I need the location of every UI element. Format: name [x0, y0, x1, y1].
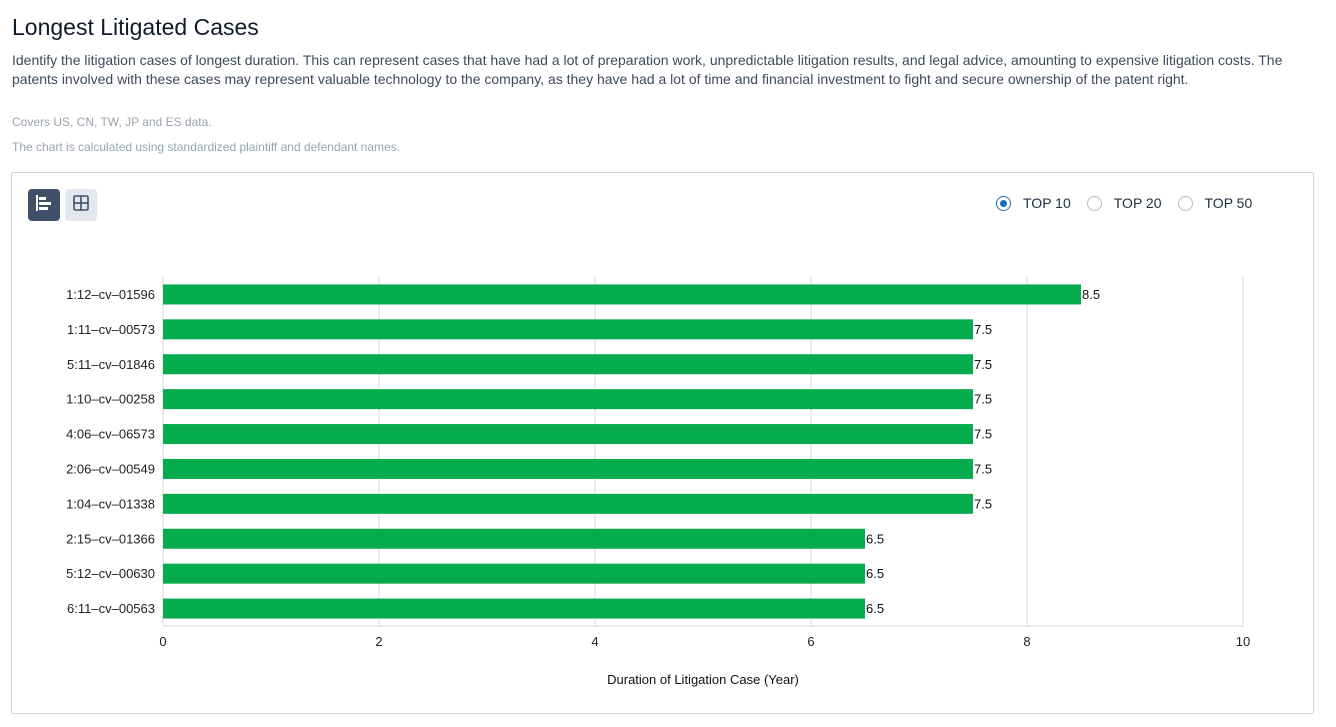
bar [163, 599, 865, 619]
bar-value-label: 7.5 [974, 322, 992, 337]
chart-panel: TOP 10 TOP 20 TOP 50 02468101:12–cv–0159… [11, 172, 1314, 714]
y-category-label: 4:06–cv–06573 [66, 427, 155, 442]
bar [163, 459, 973, 479]
page-description: Identify the litigation cases of longest… [12, 51, 1322, 88]
coverage-note: Covers US, CN, TW, JP and ES data. [12, 115, 212, 129]
bar-value-label: 7.5 [974, 427, 992, 442]
x-tick-label: 2 [375, 634, 382, 649]
bar-value-label: 6.5 [866, 531, 884, 546]
bar [163, 494, 973, 514]
bar-value-label: 6.5 [866, 566, 884, 581]
y-category-label: 1:12–cv–01596 [66, 287, 155, 302]
bar [163, 389, 973, 409]
bar [163, 424, 973, 444]
bar-value-label: 7.5 [974, 357, 992, 372]
bar-value-label: 7.5 [974, 392, 992, 407]
bar [163, 354, 973, 374]
y-category-label: 1:11–cv–00573 [67, 322, 155, 337]
bar-value-label: 7.5 [974, 461, 992, 476]
y-category-label: 5:12–cv–00630 [66, 566, 155, 581]
longest-litigated-cases-bar-chart: 0 2 4 6 8 10 1:12–cv–01596 8.5 1:11–cv–00573 7.5 5… [12, 173, 1313, 713]
y-category-label: 1:10–cv–00258 [66, 392, 155, 407]
x-axis-title: Duration of Litigation Case (Year) [607, 672, 799, 687]
y-category-label: 6:11–cv–00563 [67, 601, 155, 616]
bar-value-label: 7.5 [974, 496, 992, 511]
bar [163, 564, 865, 584]
bar [163, 529, 865, 549]
bar [163, 319, 973, 339]
bar-value-label: 6.5 [866, 601, 884, 616]
y-category-label: 2:15–cv–01366 [66, 531, 155, 546]
y-category-label: 5:11–cv–01846 [67, 357, 155, 372]
page-title: Longest Litigated Cases [12, 14, 259, 41]
x-tick-label: 10 [1236, 634, 1250, 649]
x-tick-label: 6 [807, 634, 814, 649]
y-category-label: 2:06–cv–00549 [66, 461, 155, 476]
standardized-names-note: The chart is calculated using standardiz… [12, 140, 400, 154]
x-tick-label: 4 [591, 634, 598, 649]
x-tick-label: 8 [1023, 634, 1030, 649]
bar-value-label: 8.5 [1082, 287, 1100, 302]
x-tick-label: 0 [159, 634, 166, 649]
y-category-label: 1:04–cv–01338 [66, 496, 155, 511]
bar [163, 284, 1081, 304]
